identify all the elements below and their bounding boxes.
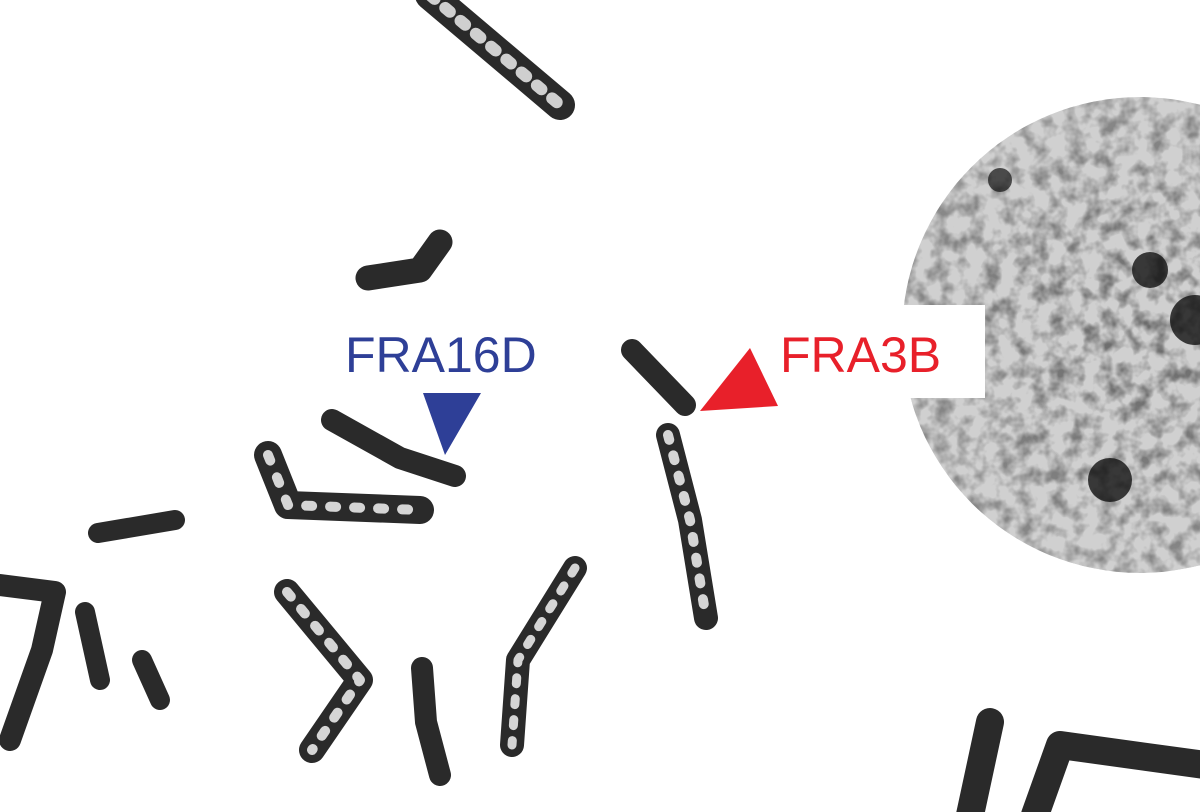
fra16d-label: FRA16D: [345, 327, 537, 383]
fra3b-arrow: [700, 348, 778, 411]
label-background: [770, 305, 985, 398]
fra16d-arrow: [423, 393, 481, 455]
fra3b-label: FRA3B: [780, 327, 941, 383]
